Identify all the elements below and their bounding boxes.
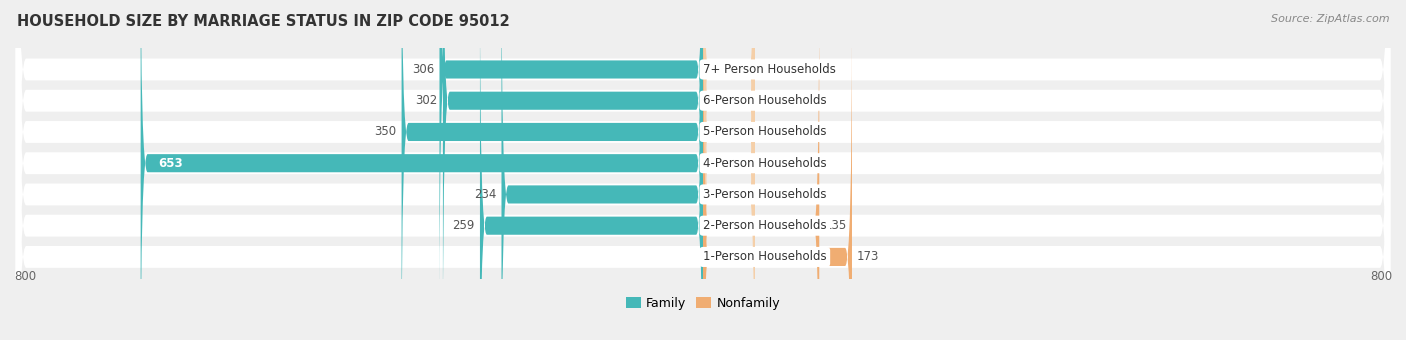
Text: 234: 234 bbox=[474, 188, 496, 201]
Text: 4-Person Households: 4-Person Households bbox=[703, 157, 827, 170]
Text: 6-Person Households: 6-Person Households bbox=[703, 94, 827, 107]
Legend: Family, Nonfamily: Family, Nonfamily bbox=[626, 296, 780, 309]
FancyBboxPatch shape bbox=[440, 0, 703, 310]
Text: HOUSEHOLD SIZE BY MARRIAGE STATUS IN ZIP CODE 95012: HOUSEHOLD SIZE BY MARRIAGE STATUS IN ZIP… bbox=[17, 14, 509, 29]
FancyBboxPatch shape bbox=[15, 0, 1391, 340]
Text: 306: 306 bbox=[412, 63, 434, 76]
Text: 0: 0 bbox=[759, 63, 768, 76]
FancyBboxPatch shape bbox=[15, 0, 1391, 340]
Text: 135: 135 bbox=[824, 219, 846, 232]
FancyBboxPatch shape bbox=[703, 0, 755, 340]
Text: 3-Person Households: 3-Person Households bbox=[703, 188, 827, 201]
Text: Source: ZipAtlas.com: Source: ZipAtlas.com bbox=[1271, 14, 1389, 23]
Text: 0: 0 bbox=[759, 125, 768, 138]
Text: 0: 0 bbox=[759, 157, 768, 170]
Text: 1-Person Households: 1-Person Households bbox=[703, 251, 827, 264]
Text: 800: 800 bbox=[14, 270, 37, 283]
Text: 800: 800 bbox=[1369, 270, 1392, 283]
Text: 0: 0 bbox=[759, 94, 768, 107]
Text: 2-Person Households: 2-Person Households bbox=[703, 219, 827, 232]
Text: 0: 0 bbox=[759, 188, 768, 201]
Text: 5-Person Households: 5-Person Households bbox=[703, 125, 827, 138]
FancyBboxPatch shape bbox=[15, 0, 1391, 340]
Text: 653: 653 bbox=[157, 157, 183, 170]
FancyBboxPatch shape bbox=[141, 0, 703, 340]
Text: 350: 350 bbox=[374, 125, 396, 138]
Text: 173: 173 bbox=[858, 251, 880, 264]
FancyBboxPatch shape bbox=[479, 0, 703, 340]
FancyBboxPatch shape bbox=[443, 0, 703, 340]
FancyBboxPatch shape bbox=[703, 0, 820, 340]
FancyBboxPatch shape bbox=[402, 0, 703, 340]
FancyBboxPatch shape bbox=[703, 0, 755, 340]
FancyBboxPatch shape bbox=[15, 0, 1391, 340]
FancyBboxPatch shape bbox=[15, 0, 1391, 340]
Text: 302: 302 bbox=[416, 94, 437, 107]
FancyBboxPatch shape bbox=[15, 0, 1391, 340]
FancyBboxPatch shape bbox=[703, 0, 755, 340]
Text: 7+ Person Households: 7+ Person Households bbox=[703, 63, 837, 76]
FancyBboxPatch shape bbox=[15, 0, 1391, 340]
FancyBboxPatch shape bbox=[502, 0, 703, 340]
FancyBboxPatch shape bbox=[703, 0, 755, 340]
Text: 259: 259 bbox=[453, 219, 475, 232]
FancyBboxPatch shape bbox=[703, 0, 755, 310]
FancyBboxPatch shape bbox=[703, 16, 852, 340]
